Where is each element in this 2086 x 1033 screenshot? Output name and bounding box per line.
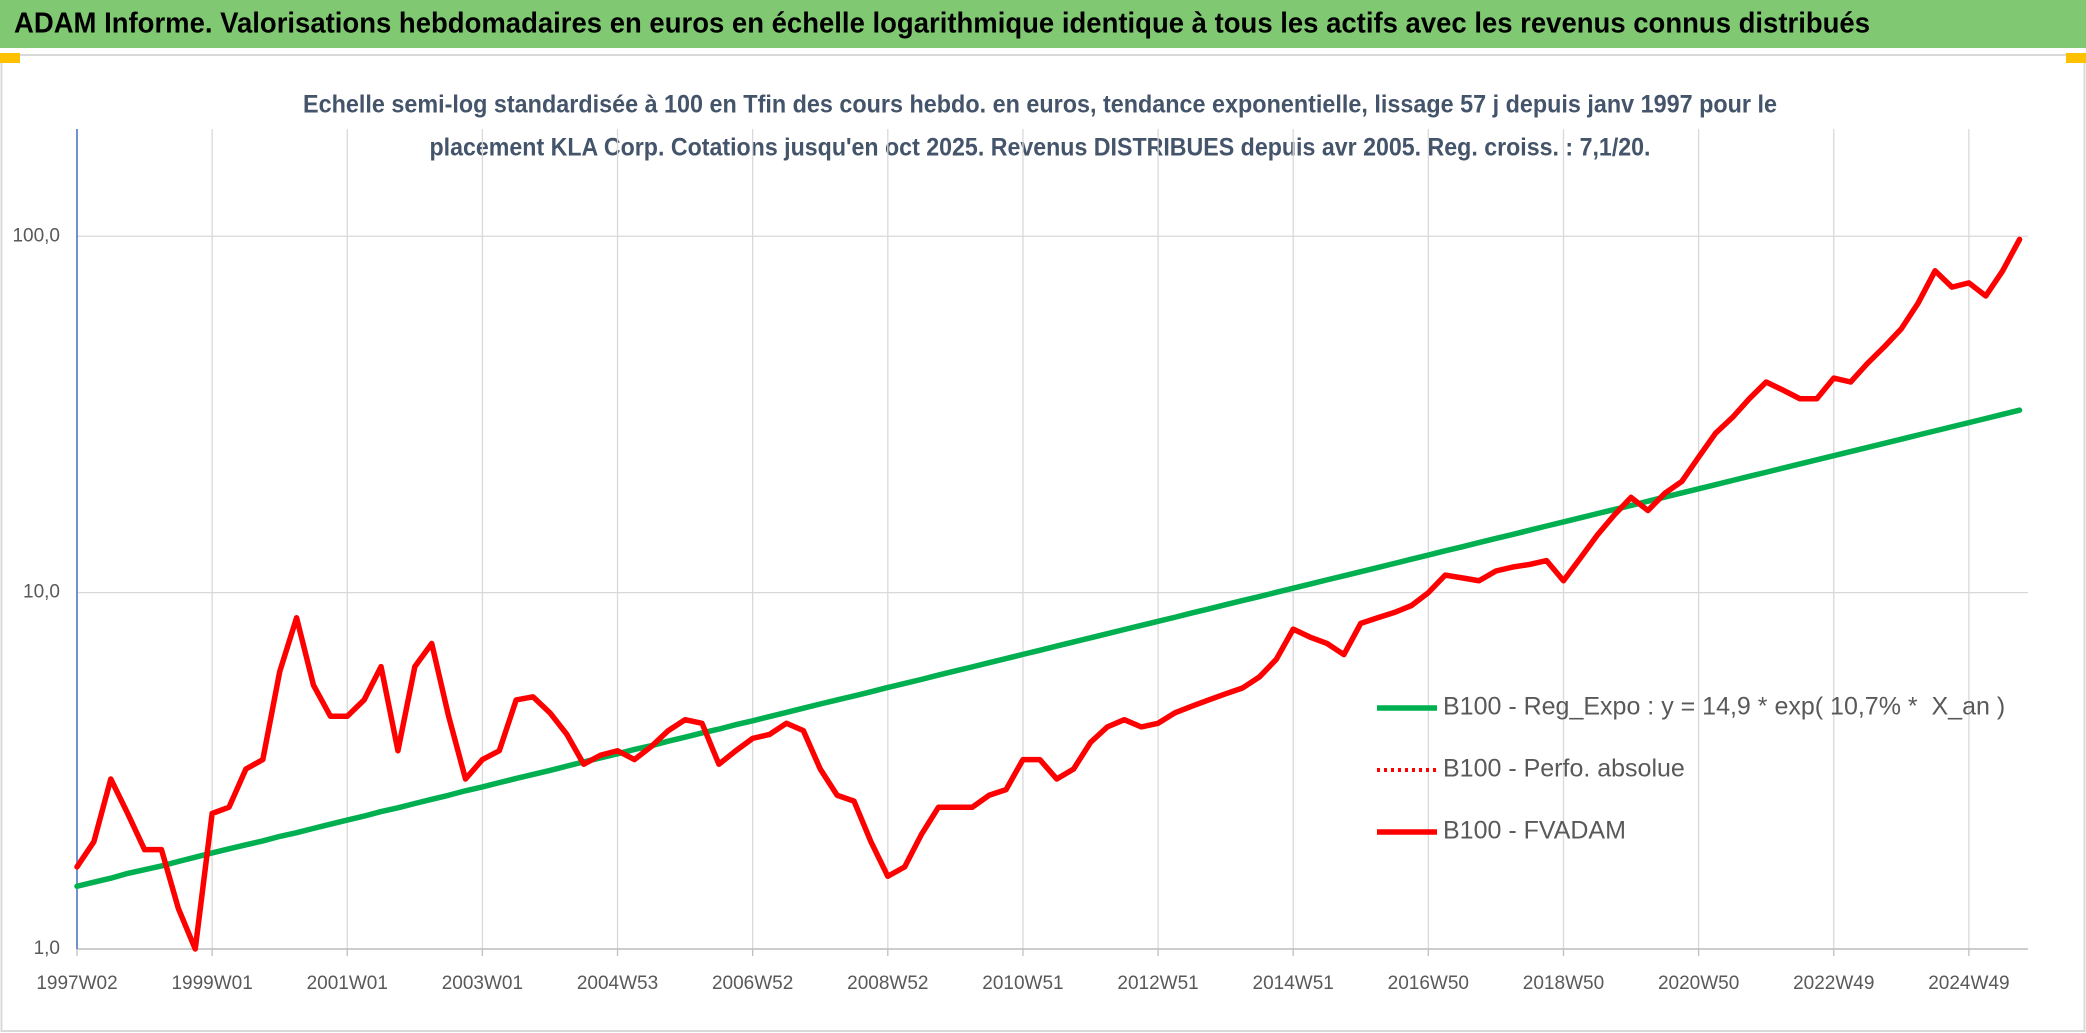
- legend-label: B100 - FVADAM: [1443, 817, 1626, 845]
- chart-subtitle: Echelle semi-log standardisée à 100 en T…: [303, 91, 1777, 119]
- x-tick-label: 2010W51: [982, 973, 1063, 994]
- legend-label: B100 - Reg_Expo : y = 14,9 * exp( 10,7% …: [1443, 693, 2005, 721]
- x-tick-label: 2024W49: [1928, 973, 2009, 994]
- title-banner: [0, 0, 2086, 48]
- x-tick-label: 2018W50: [1523, 973, 1604, 994]
- corner-marker: [0, 53, 20, 63]
- x-tick-label: 2006W52: [712, 973, 793, 994]
- y-tick-label: 100,0: [12, 225, 60, 246]
- x-tick-label: 2016W50: [1388, 973, 1469, 994]
- y-tick-label: 10,0: [23, 582, 60, 603]
- x-tick-label: 2014W51: [1253, 973, 1334, 994]
- series-line: [74, 236, 2023, 952]
- grid: 1997W02 1999W01 2001W01 2003W01 2004W53 2006W…: [12, 129, 2028, 994]
- chart-title: ADAM Informe. Valorisations hebdomadaire…: [14, 8, 1870, 40]
- x-tick-label: 2020W50: [1658, 973, 1739, 994]
- y-tick-label: 1,0: [34, 938, 60, 959]
- series-line: [74, 407, 2023, 889]
- x-tick-label: 2012W51: [1117, 973, 1198, 994]
- x-tick-label: 2004W53: [577, 973, 658, 994]
- plot-area: [74, 236, 2023, 952]
- x-tick-label: 2022W49: [1793, 973, 1874, 994]
- chart-panel: [0, 54, 2086, 1032]
- x-tick-label: 2003W01: [442, 973, 523, 994]
- legend: B100 - Reg_Expo : y = 14,9 * exp( 10,7% …: [1377, 693, 2005, 845]
- x-tick-label: 1999W01: [171, 973, 252, 994]
- x-tick-label: 2008W52: [847, 973, 928, 994]
- corner-marker: [2066, 53, 2086, 63]
- x-tick-label: 1997W02: [36, 973, 117, 994]
- x-tick-label: 2001W01: [307, 973, 388, 994]
- chart-subtitle: placement KLA Corp. Cotations jusqu'en o…: [430, 134, 1651, 162]
- legend-label: B100 - Perfo. absolue: [1443, 755, 1685, 783]
